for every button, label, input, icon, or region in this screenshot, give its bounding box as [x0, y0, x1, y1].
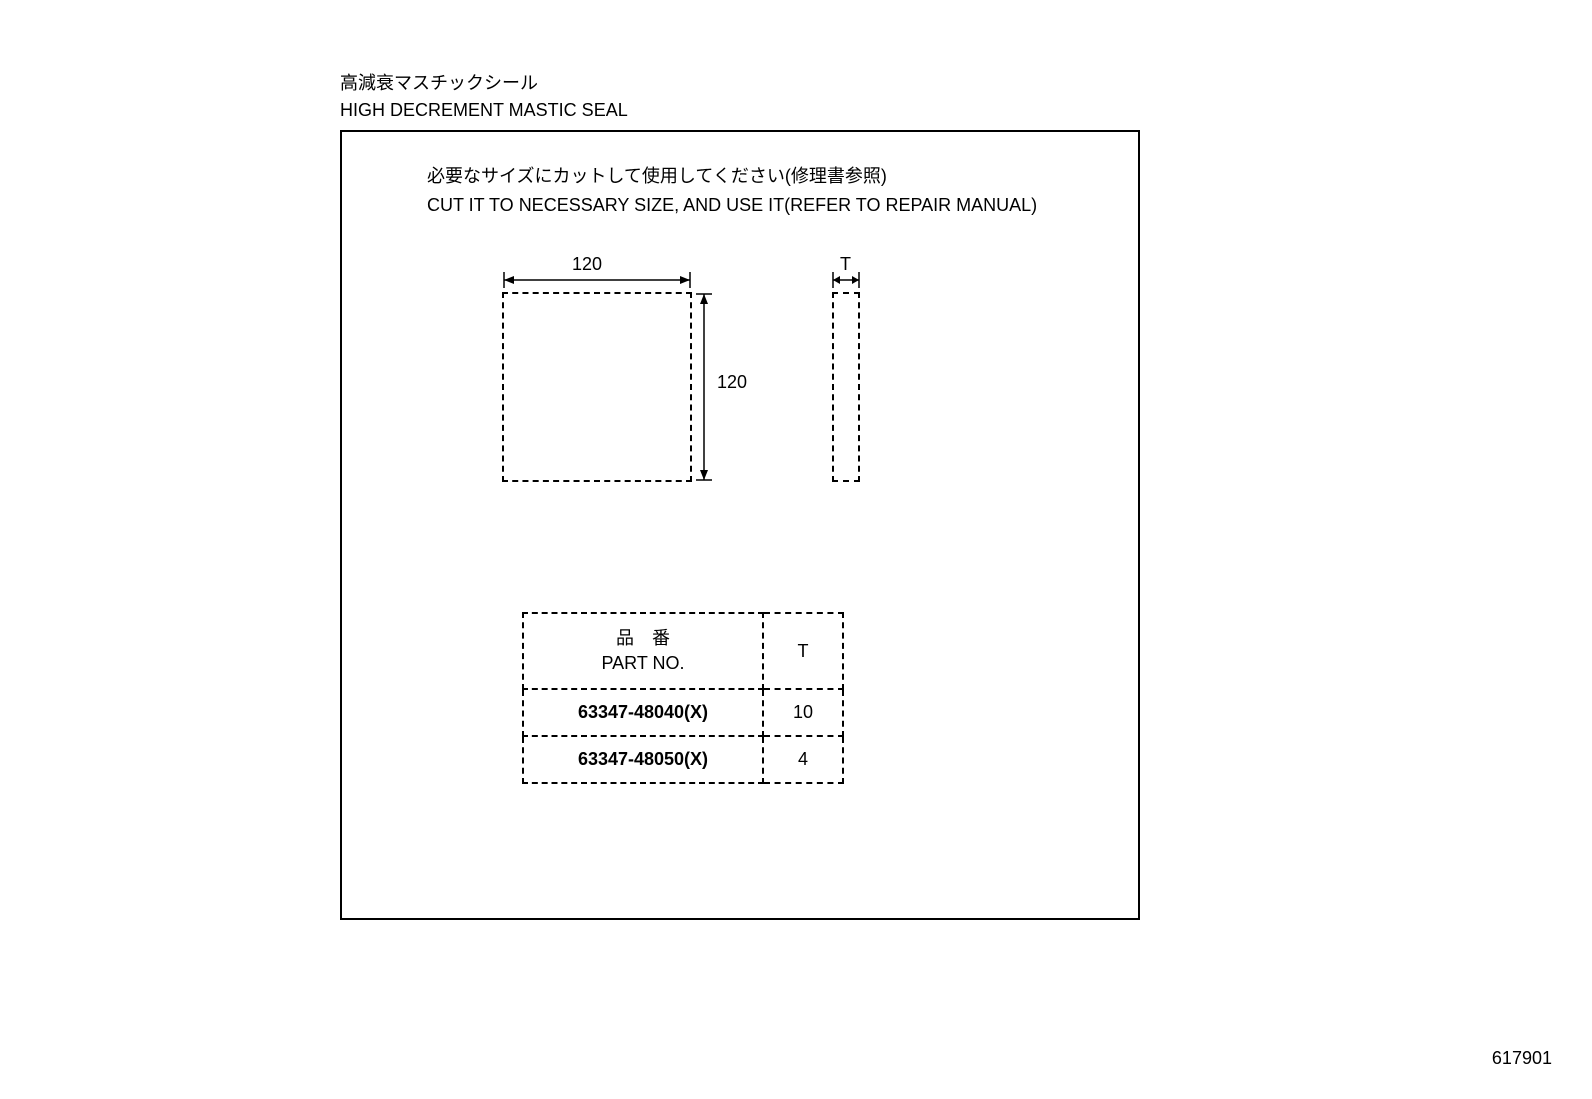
table-header-row: 品 番 PART NO. T	[523, 613, 843, 689]
title-en: HIGH DECREMENT MASTIC SEAL	[340, 97, 628, 124]
instruction-jp: 必要なサイズにカットして使用してください(修理書参照)	[427, 162, 1037, 191]
dim-height-label: 120	[717, 372, 747, 393]
col-header-partno-en: PART NO.	[548, 651, 738, 676]
cell-partno: 63347-48050(X)	[523, 736, 763, 783]
table-row: 63347-48040(X) 10	[523, 689, 843, 736]
thin-rect-shape	[832, 292, 860, 482]
cell-partno: 63347-48040(X)	[523, 689, 763, 736]
part-table: 品 番 PART NO. T 63347-48040(X) 10 63347-4…	[522, 612, 844, 784]
instruction-block: 必要なサイズにカットして使用してください(修理書参照) CUT IT TO NE…	[427, 162, 1037, 220]
page-number: 617901	[1492, 1048, 1552, 1069]
dim-height-arrow	[696, 292, 712, 482]
title-jp: 高減衰マスチックシール	[340, 70, 628, 97]
dim-width-label: 120	[572, 254, 602, 275]
main-container: 必要なサイズにカットして使用してください(修理書参照) CUT IT TO NE…	[340, 130, 1140, 920]
cell-t: 4	[763, 736, 843, 783]
instruction-en: CUT IT TO NECESSARY SIZE, AND USE IT(REF…	[427, 191, 1037, 220]
table-row: 63347-48050(X) 4	[523, 736, 843, 783]
col-header-partno: 品 番 PART NO.	[523, 613, 763, 689]
col-header-t: T	[763, 613, 843, 689]
col-header-partno-jp: 品 番	[548, 626, 738, 651]
square-shape	[502, 292, 692, 482]
title-block: 高減衰マスチックシール HIGH DECREMENT MASTIC SEAL	[340, 70, 628, 124]
cell-t: 10	[763, 689, 843, 736]
diagram-area: 120 120 T	[502, 262, 1002, 492]
dim-t-label: T	[840, 254, 851, 275]
